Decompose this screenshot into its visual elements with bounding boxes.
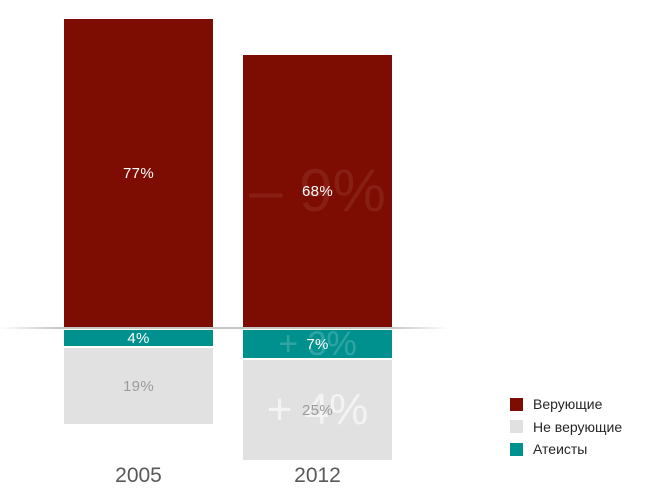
segment-atheists-2012: + 3% 7%	[243, 327, 392, 361]
segment-atheists-2005: 4%	[64, 330, 213, 346]
legend-label-nonbelievers: Не верующие	[533, 418, 623, 435]
value-label-nonbelievers-2012: 25%	[302, 401, 333, 419]
legend-swatch-nonbelievers	[510, 420, 523, 434]
x-axis-label-2005: 2005	[115, 464, 162, 487]
value-label-believers-2005: 77%	[123, 164, 154, 182]
value-label-atheists-2012: 7%	[306, 335, 329, 353]
value-label-believers-2012: 68%	[302, 182, 333, 200]
legend-swatch-believers	[510, 397, 523, 411]
legend-item-atheists: Атеисты	[510, 438, 622, 461]
x-axis-label-2012: 2012	[294, 464, 341, 487]
axis-baseline	[0, 327, 450, 329]
legend-swatch-atheists	[510, 442, 523, 456]
legend: Верующие Не верующие Атеисты	[510, 393, 622, 461]
value-label-nonbelievers-2005: 19%	[123, 377, 154, 395]
legend-label-atheists: Атеисты	[533, 441, 588, 458]
legend-item-nonbelievers: Не верующие	[510, 416, 622, 439]
segment-nonbelievers-2012: + 4% 25%	[243, 360, 392, 460]
segment-believers-2005: 77%	[64, 19, 213, 327]
legend-label-believers: Верующие	[533, 396, 603, 413]
segment-believers-2012: – 9% 68%	[243, 55, 392, 327]
segment-nonbelievers-2005: 19%	[64, 348, 213, 424]
legend-item-believers: Верующие	[510, 393, 622, 416]
value-label-atheists-2005: 4%	[127, 329, 150, 347]
